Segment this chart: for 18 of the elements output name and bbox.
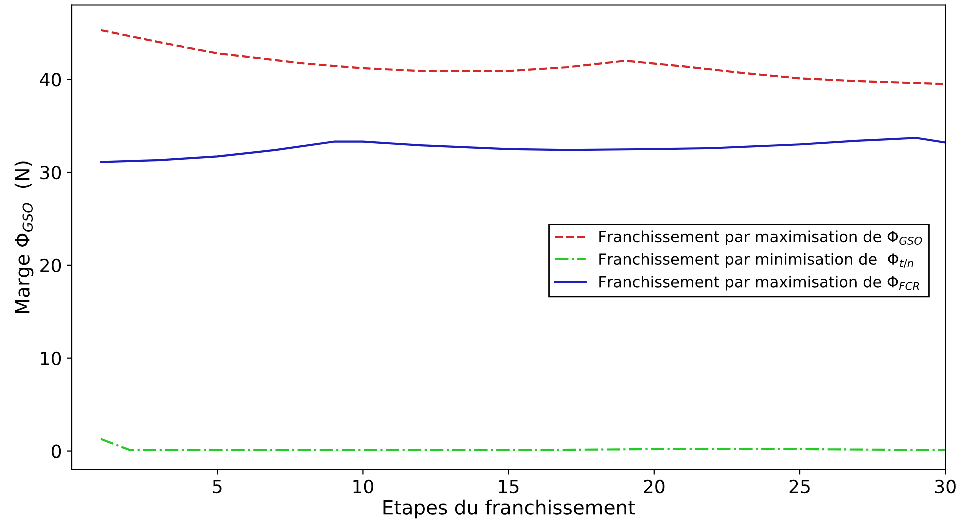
- y-tick-label: 30: [40, 166, 62, 180]
- y-tick-label: 10: [41, 352, 62, 366]
- y-tick-label: 0: [52, 444, 62, 458]
- legend-label: Franchissement par maximisation de Φ$_{GSO}$: [600, 230, 922, 246]
- line-series: [100, 29, 946, 86]
- x-tick-label: 10: [354, 480, 374, 494]
- x-tick-label: 15: [499, 480, 519, 494]
- x-axis-title: Etapes du franchissement: [384, 500, 636, 519]
- x-tick-label: 25: [790, 480, 810, 494]
- x-tick-label: 5: [213, 480, 222, 494]
- line-series: [100, 137, 946, 164]
- y-tick-label: 40: [40, 73, 62, 87]
- y-axis-title: Marge Φ$_{GSO}$ (N): [14, 162, 34, 314]
- legend-label: Franchissement par maximisation de Φ$_{FCR}$: [600, 276, 920, 291]
- y-tick-label: 20: [40, 258, 62, 273]
- x-tick-label: 20: [644, 480, 665, 494]
- x-tick-label: 30: [935, 480, 956, 494]
- legend-label: Franchissement par minimisation de Φ$_{t/n}$: [600, 253, 914, 268]
